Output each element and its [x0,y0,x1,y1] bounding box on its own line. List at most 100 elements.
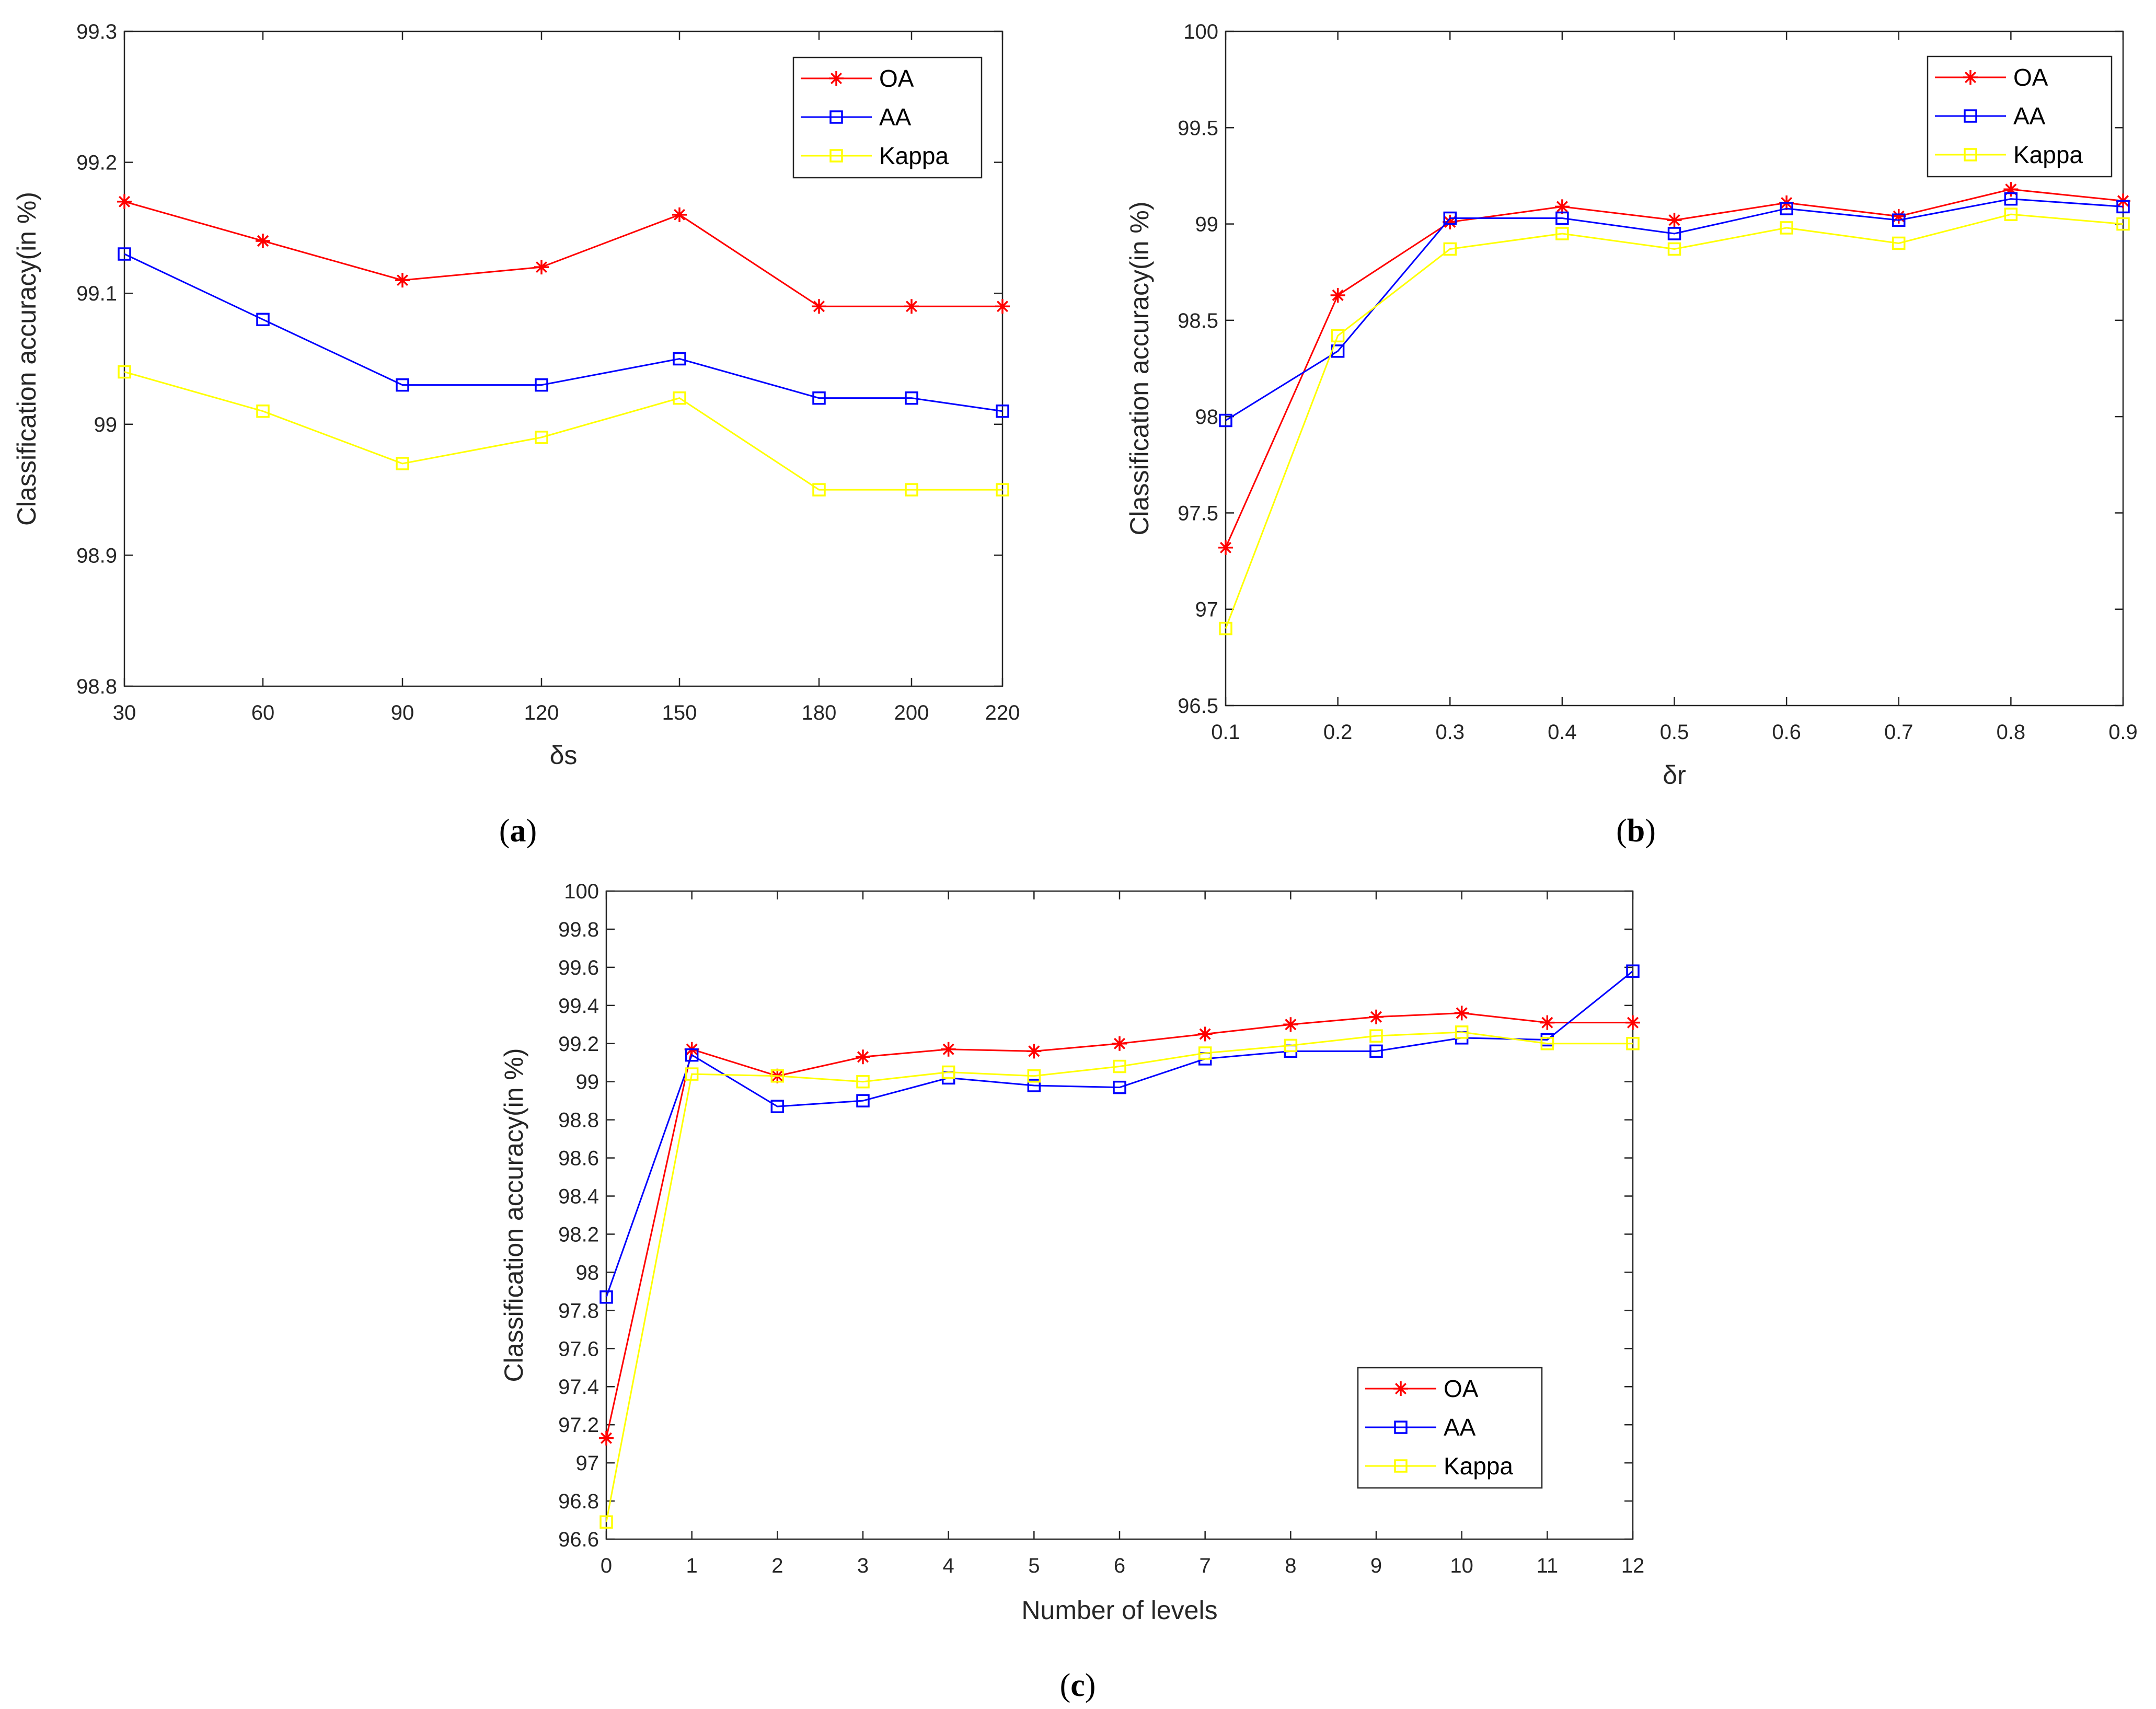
data-point-kappa [812,483,826,496]
y-tick-label: 97 [1195,598,1219,621]
data-point-kappa [599,1515,613,1529]
legend-label-aa: AA [879,103,912,131]
data-point-kappa [1540,1037,1554,1050]
data-point-oa [534,260,549,275]
data-point-aa [599,1290,613,1304]
x-tick-label: 12 [1621,1554,1645,1577]
data-point-aa [856,1094,870,1107]
data-point-oa [1112,1036,1127,1051]
data-point-kappa [1331,329,1345,343]
data-point-oa [1625,1015,1640,1030]
x-tick-label: 5 [1028,1554,1040,1577]
data-point-oa [1197,1026,1213,1042]
data-point-aa [770,1100,785,1113]
data-point-kappa [1369,1029,1383,1043]
data-point-kappa [856,1075,870,1089]
data-point-kappa [396,457,409,470]
legend-label-aa: AA [2013,102,2046,130]
panel-label-open: ( [1060,1668,1071,1703]
data-point-kappa [1284,1038,1298,1053]
data-point-kappa [535,431,548,444]
data-point-aa [1443,211,1457,225]
data-point-kappa [2116,217,2130,231]
x-tick-label: 1 [686,1554,698,1577]
y-tick-label: 100 [564,880,599,903]
y-tick-label: 97.5 [1178,502,1218,525]
data-point-kappa [1555,227,1569,240]
series-line-kappa [1225,213,2124,629]
x-tick-label: 0.9 [2108,721,2138,744]
data-point-kappa [685,1067,699,1081]
legend-marker-oa [829,71,844,86]
panel-label-open: ( [499,813,510,849]
legend-label-oa: OA [879,65,914,92]
panel-label-letter: c [1070,1668,1085,1703]
x-tick-label: 0 [601,1554,612,1577]
y-axis-label: Classification accuracy(in %) [1125,201,1154,535]
chart-panel-a: 30 60 90 120 150 180 200 220 98.8 98.9 99 99.1 99.2 9… [12,20,1020,849]
legend-marker-oa [1393,1381,1408,1396]
x-tick-label: 11 [1537,1554,1559,1577]
data-point-kappa [1780,221,1793,235]
x-tick-label: 0.4 [1548,721,1577,744]
data-point-aa [685,1048,699,1062]
data-point-kappa [1219,621,1232,636]
data-point-kappa [905,483,918,496]
data-point-oa [117,194,132,209]
y-tick-label: 99.2 [76,152,117,175]
data-point-kappa [256,404,270,418]
data-point-kappa [996,483,1009,496]
data-point-oa [1369,1009,1383,1024]
data-point-oa [256,233,270,248]
legend: OA AA Kappa [1927,55,2113,178]
y-tick-label: 98.6 [558,1147,599,1170]
legend-marker-aa [829,110,843,124]
panel-label-close: ) [1085,1668,1096,1703]
series-line-aa [124,253,1003,412]
data-point-oa [1554,199,1570,214]
legend-label-oa: OA [1444,1375,1479,1402]
y-tick-label: 99.1 [76,282,117,305]
x-tick-label: 3 [857,1554,869,1577]
data-point-kappa [2004,207,2018,221]
x-tick-label: 4 [943,1554,954,1577]
chart-panel-c: 0 1 2 3 4 5 6 7 8 9 10 11 1296.696.89797.297.497.697… [499,880,1644,1703]
x-tick-label: 220 [985,701,1020,724]
panel-label-letter: a [510,813,526,849]
data-point-kappa [1198,1046,1212,1060]
data-point-kappa [770,1069,785,1083]
panel-label: (a) [499,813,537,849]
data-point-oa [1891,209,1906,224]
y-axis-label: Classification accuracy(in %) [12,192,41,526]
data-point-kappa [118,365,131,379]
data-point-aa [905,391,918,405]
data-point-aa [535,378,548,392]
panel-label-close: ) [1645,813,1656,849]
data-point-oa [1443,214,1458,229]
y-tick-label: 97 [576,1452,599,1475]
data-point-aa [812,391,826,405]
data-point-oa [1540,1015,1555,1030]
data-point-aa [118,247,131,261]
x-tick-label: 200 [894,701,929,724]
legend-marker-kappa [829,149,843,163]
data-point-aa [1369,1044,1383,1058]
data-point-oa [599,1430,614,1446]
data-point-aa [1626,964,1640,978]
data-point-oa [1218,540,1233,555]
y-tick-label: 99 [1195,213,1219,236]
y-tick-label: 98.4 [558,1185,599,1208]
data-point-oa [1454,1006,1469,1021]
data-point-oa [672,207,687,222]
x-tick-label: 60 [251,701,275,724]
y-axis-label: Classification accuracy(in %) [499,1048,528,1382]
data-point-aa [996,404,1009,418]
data-point-kappa [673,391,686,405]
y-tick-label: 99.2 [558,1033,599,1056]
x-tick-label: 0.5 [1660,721,1689,744]
y-tick-label: 96.8 [558,1490,599,1513]
panel-label-close: ) [526,813,537,849]
series-kappa [118,365,1009,496]
legend-marker-oa [1963,70,1978,85]
